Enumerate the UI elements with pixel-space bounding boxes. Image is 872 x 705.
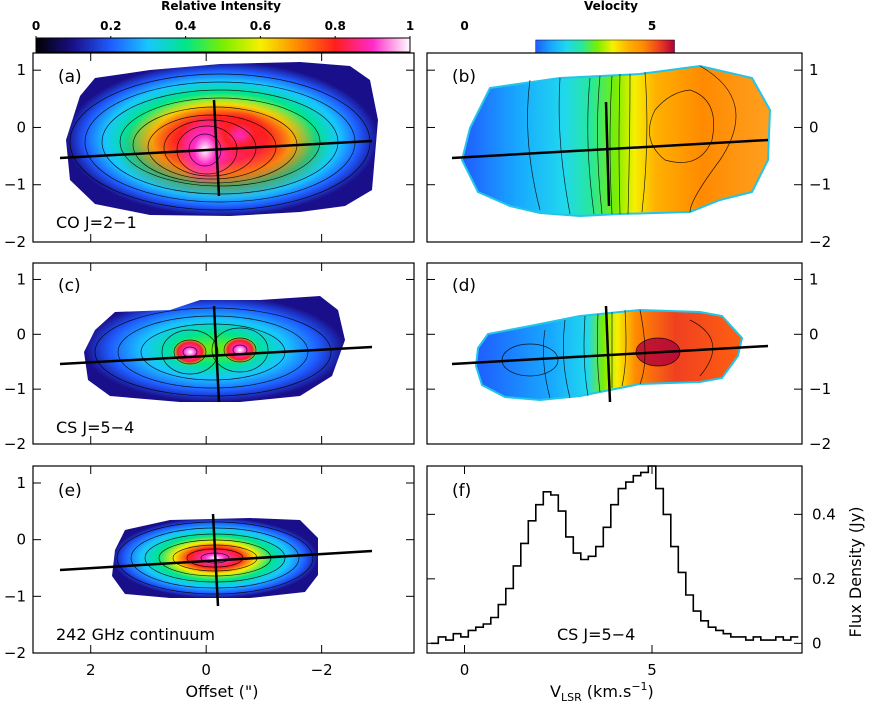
x-tick-label: 5 [647,661,657,679]
y-tick-label: −1 [4,380,26,398]
panel-e-minor-axis [211,513,220,607]
y-tick-label: 1 [16,474,26,492]
y-axis-label-flux: Flux Density (Jy) [846,507,865,638]
panel-d-major-axis [451,344,769,366]
y-tick-label: 0.4 [812,505,836,523]
intensity-colorbar-ticks: 0 0.2 0.4 0.6 0.8 1 [32,19,414,38]
panel-c-label: CS J=5−4 [56,418,134,437]
panel-a-map [66,62,378,216]
x-tick-label: −2 [311,661,333,679]
x-axis-label-offset: Offset (") [186,682,259,701]
x-tick-label: 0 [460,661,470,679]
panel-c-minor-axis [212,305,221,403]
x-tick-label: 0 [201,661,211,679]
x-tick-label: 2 [86,661,96,679]
velocity-colorbar-tick-label: 5 [648,19,656,33]
intensity-colorbar-tick-label: 0 [32,19,40,33]
panel-d: (d) [426,262,803,445]
panel-b-frame [426,52,803,243]
spectrum-line-cs-j5-4 [430,465,799,645]
panel-a-letter: (a) [58,67,82,87]
panel-a: (a) CO J=2−1 [32,52,415,243]
y-tick-label: −2 [809,233,831,251]
y-tick-label: 1 [16,61,26,79]
y-tick-label: 1 [809,270,819,288]
panel-c-frame [32,262,415,445]
panel-c-peak-2 [222,336,258,364]
y-tick-label: −1 [4,176,26,194]
y-tick-label: 1 [809,61,819,79]
intensity-colorbar-tick-label: 0.6 [250,19,271,33]
panel-e-frame [32,465,415,654]
panel-c: (c) CS J=5−4 [32,262,415,445]
panel-e: (e) 242 GHz continuum [32,465,415,654]
panel-b-velocity-field [460,64,772,218]
panel-f-letter: (f) [452,481,471,501]
y-tick-label: 0 [809,325,819,343]
y-tick-label: 0 [16,531,26,549]
y-tick-label: −2 [4,644,26,662]
intensity-colorbar-tick-label: 0.2 [100,19,121,33]
y-tick-label: 0.2 [812,570,836,588]
intensity-colorbar-tick-label: 0.4 [175,19,196,33]
panel-a-label: CO J=2−1 [56,213,137,232]
panel-a-frame [32,52,415,243]
panel-b: (b) [426,52,803,243]
panel-a-minor-axis [212,99,221,197]
panel-c-map [84,296,345,402]
panel-e-label: 242 GHz continuum [56,625,215,644]
y-tick-label: 0 [16,325,26,343]
panel-b-map [460,64,772,218]
velocity-colorbar-title: Velocity [584,0,638,13]
x-axis-label-vlsr: VLSR (km.s−1) [550,680,654,704]
y-tick-label: 0 [809,118,819,136]
velocity-colorbar-tick-label: 0 [460,19,468,33]
panel-f-frame [426,465,803,654]
intensity-colorbar: Relative Intensity 0 0.2 0.4 0.6 0.8 1 [32,0,414,53]
y-tick-label: −1 [809,380,831,398]
y-tick-label: −1 [4,587,26,605]
panel-f-label: CS J=5−4 [557,625,635,644]
y-tick-label: 0 [812,634,822,652]
intensity-colorbar-strip [35,37,411,53]
intensity-colorbar-tick-label: 0.8 [325,19,346,33]
y-tick-label: 0 [16,118,26,136]
panel-e-letter: (e) [58,481,82,501]
panel-b-letter: (b) [452,67,476,87]
panel-c-peak-1 [172,338,208,366]
y-tick-label: 1 [16,270,26,288]
panel-b-major-axis [451,138,769,160]
y-tick-label: −2 [4,435,26,453]
velocity-colorbar-strip [535,39,675,54]
intensity-colorbar-tick-label: 1 [406,19,414,33]
axes: 1 0 −1 −2 1 0 −1 −2 1 0 −1 −2 1 0 −1 −2 1 0 −1 −2 2 0 −2 [4,53,831,679]
panel-f-plot: 0 5 0 0.2 0.4 [427,465,836,679]
panel-c-letter: (c) [58,276,81,296]
y-tick-label: −1 [809,176,831,194]
panel-d-minor-axis [604,305,612,403]
y-tick-label: −2 [4,233,26,251]
intensity-colorbar-title: Relative Intensity [161,0,281,13]
panel-f: 0 5 0 0.2 0.4 (f) CS J=5−4 [426,465,836,679]
panel-d-frame [426,262,803,445]
y-tick-label: −2 [809,435,831,453]
panel-d-letter: (d) [452,276,476,296]
panel-b-minor-axis [604,101,611,207]
panel-c-emission [84,296,345,402]
